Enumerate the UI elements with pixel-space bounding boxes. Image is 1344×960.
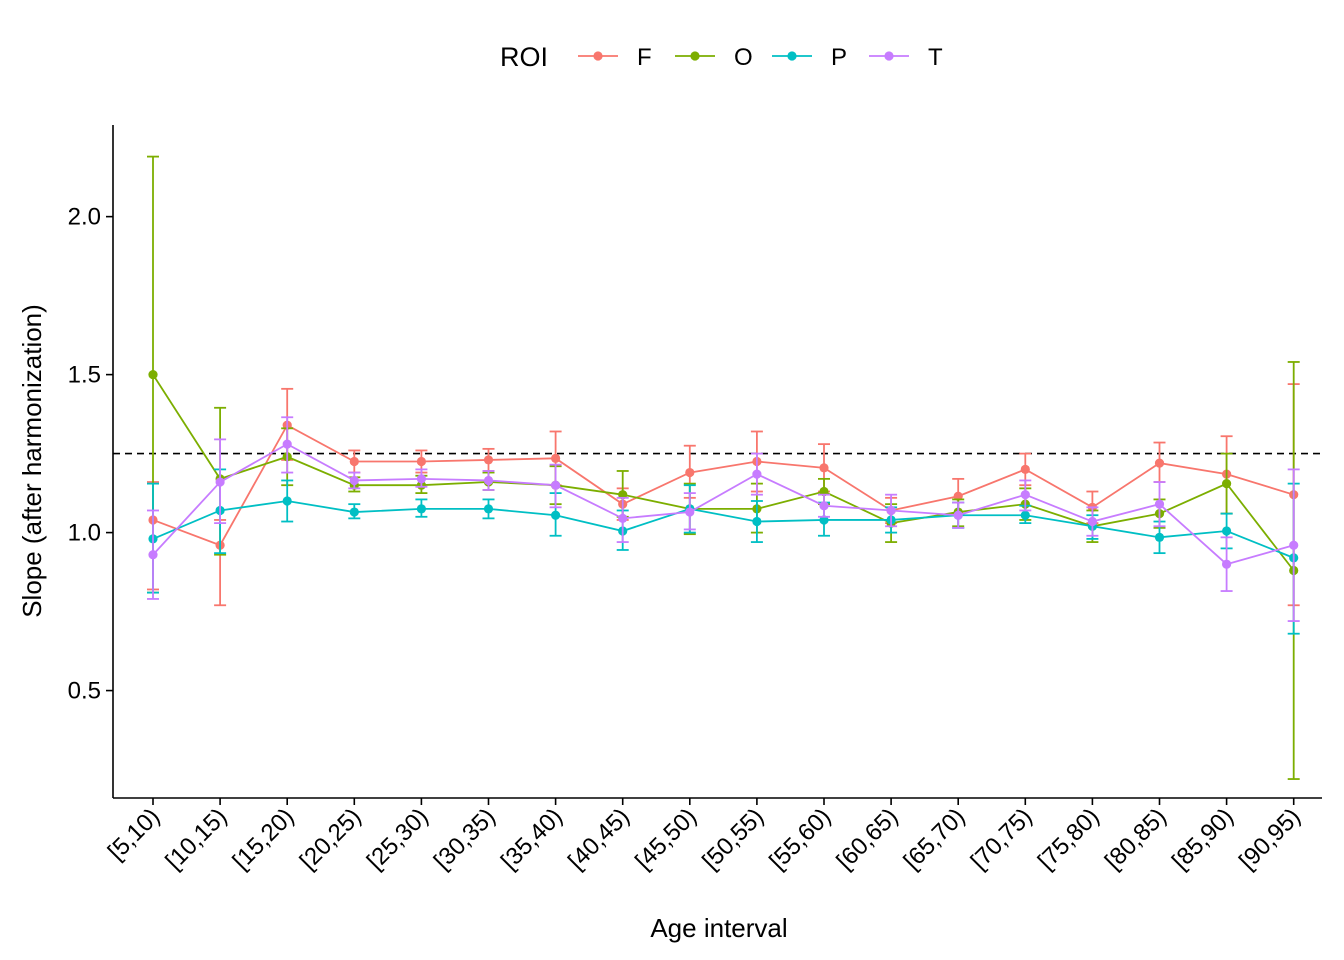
x-tick-label: [35,40) <box>496 803 568 875</box>
legend-key-point <box>884 51 894 61</box>
legend-item-T: T <box>869 44 943 71</box>
data-point <box>349 456 359 467</box>
series-F <box>147 383 1300 607</box>
data-point <box>215 477 225 487</box>
legend: ROI F O P T <box>500 42 943 72</box>
x-tick-label: [50,55) <box>697 803 769 875</box>
series-line-P <box>152 500 1295 559</box>
x-axis-title: Age interval <box>650 913 787 943</box>
data-point <box>1154 532 1165 542</box>
data-point <box>551 453 561 463</box>
data-point <box>148 550 158 560</box>
x-tick-label: [25,30) <box>362 803 434 875</box>
plot-area <box>113 155 1322 780</box>
legend-item-F: F <box>578 44 652 71</box>
data-point <box>685 507 695 517</box>
data-point <box>819 501 829 511</box>
data-point <box>819 463 829 473</box>
data-point <box>1222 526 1232 536</box>
data-point <box>953 510 963 520</box>
x-tick-label: [15,20) <box>228 803 300 875</box>
series-line-O <box>152 374 1295 572</box>
data-point <box>1087 516 1097 527</box>
x-tick-label: [55,60) <box>764 803 836 875</box>
data-point <box>752 516 762 527</box>
x-tick-label: [40,45) <box>563 803 635 875</box>
data-point <box>483 455 494 465</box>
data-point <box>551 510 561 520</box>
x-tick-label: [70,75) <box>966 803 1038 875</box>
y-tick-label: 2.0 <box>68 204 101 231</box>
x-tick-label: [75,80) <box>1033 803 1105 875</box>
data-point <box>886 505 896 516</box>
data-point <box>1222 479 1232 489</box>
data-point <box>148 370 158 380</box>
data-point <box>1222 559 1232 569</box>
data-point <box>416 456 426 467</box>
data-point <box>349 507 359 517</box>
legend-item-O: O <box>675 44 753 71</box>
data-point <box>483 504 494 514</box>
x-tick-label: [5,10) <box>103 803 165 865</box>
data-point <box>1154 499 1165 509</box>
data-point <box>551 480 561 490</box>
x-tick-label: [80,85) <box>1100 803 1172 875</box>
legend-label: T <box>928 44 943 71</box>
y-tick-label: 1.0 <box>68 520 101 547</box>
data-point <box>349 475 359 486</box>
legend-key-point <box>787 51 797 61</box>
x-tick-label: [90,95) <box>1234 803 1306 875</box>
y-axis-title: Slope (after harmonization) <box>17 304 47 618</box>
data-point <box>1020 490 1030 500</box>
x-ticks: [5,10)[10,15)[15,20)[20,25)[25,30)[30,35… <box>103 798 1306 875</box>
y-tick-label: 0.5 <box>68 678 101 705</box>
data-point <box>416 474 426 484</box>
data-point <box>282 439 292 449</box>
series-line-T <box>152 443 1294 566</box>
data-point <box>1154 458 1165 468</box>
x-tick-label: [65,70) <box>899 803 971 875</box>
data-point <box>416 504 426 514</box>
x-tick-label: [10,15) <box>160 803 232 875</box>
legend-item-P: P <box>772 44 847 71</box>
x-tick-label: [45,50) <box>630 803 702 875</box>
axes <box>112 125 1322 799</box>
series-T <box>147 416 1300 622</box>
data-point <box>282 496 292 506</box>
y-tick-label: 1.5 <box>68 362 101 389</box>
data-point <box>752 469 762 479</box>
y-ticks: 0.5 1.0 1.5 2.0 <box>68 204 113 705</box>
x-tick-label: [60,65) <box>831 803 903 875</box>
data-point <box>1289 540 1299 550</box>
legend-label: O <box>734 44 753 71</box>
data-point <box>1020 510 1030 520</box>
series-line-F <box>152 423 1294 547</box>
legend-key-point <box>593 51 603 61</box>
legend-key-point <box>690 51 700 61</box>
x-tick-label: [30,35) <box>429 803 501 875</box>
legend-title: ROI <box>500 42 548 72</box>
data-point <box>685 467 695 478</box>
legend-label: P <box>831 44 847 71</box>
data-point <box>618 513 628 523</box>
legend-label: F <box>637 44 652 71</box>
data-point <box>483 475 494 486</box>
x-tick-label: [85,90) <box>1167 803 1239 875</box>
x-tick-label: [20,25) <box>295 803 367 875</box>
data-point <box>1020 464 1030 474</box>
